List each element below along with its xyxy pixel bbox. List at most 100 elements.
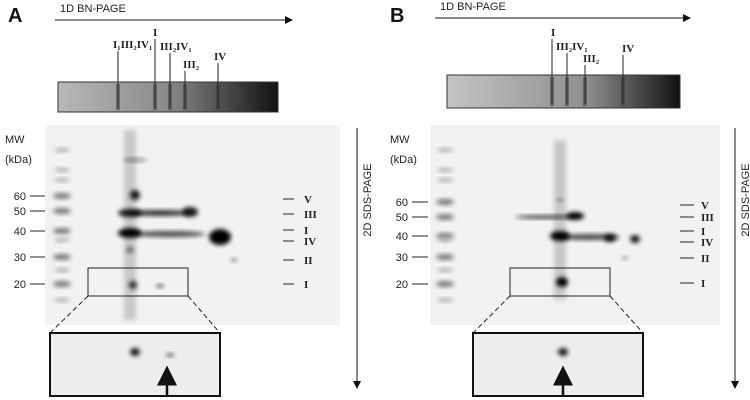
zoom-spot: [558, 348, 568, 356]
sds-label: 2D SDS-PAGE: [362, 163, 374, 236]
band: [583, 77, 587, 106]
ladder-band: [53, 254, 71, 260]
band-label: I₁III₂IV₁: [113, 39, 152, 51]
gel-spot: [630, 235, 640, 243]
gel-spot: [556, 277, 568, 287]
ladder-band: [53, 208, 71, 214]
complex-label: I: [701, 226, 705, 238]
gel-spot: [604, 234, 616, 242]
band: [153, 84, 157, 110]
ladder-band: [54, 298, 70, 302]
ladder-band: [53, 281, 71, 287]
mw-label: MW: [390, 134, 410, 146]
ladder-band: [54, 178, 70, 182]
gel-spot: [209, 229, 231, 245]
bn-label: 1D BN-PAGE: [440, 1, 506, 13]
ladder-band: [53, 193, 71, 199]
band-label: III₂IV₁: [556, 41, 588, 53]
complex-label: III: [701, 212, 714, 224]
complex-label: I: [304, 279, 308, 291]
complex-label: IV: [701, 237, 713, 249]
band: [621, 77, 625, 106]
band-label: III₂: [183, 59, 200, 71]
zoom-box: [49, 332, 221, 397]
zoom-region: [87, 267, 189, 297]
complex-label: III: [304, 209, 317, 221]
gel-spot: [156, 284, 164, 288]
sds-label: 2D SDS-PAGE: [740, 163, 750, 236]
ladder-band: [437, 298, 453, 302]
zoom-guide: [49, 295, 89, 334]
ladder-band: [436, 214, 454, 220]
complex-label: V: [701, 200, 709, 212]
mw-marker: 20: [14, 279, 26, 291]
mw-marker: 30: [396, 252, 408, 264]
complex-label: II: [701, 253, 710, 265]
band-label: I: [551, 27, 555, 39]
complex-label: I: [701, 278, 705, 290]
ladder-band: [436, 254, 454, 260]
mw-marker: 50: [14, 206, 26, 218]
mw-marker: 40: [396, 231, 408, 243]
gel-smear: [124, 130, 136, 320]
gel-spot: [622, 256, 628, 260]
gel: [430, 125, 720, 325]
band: [216, 84, 220, 110]
ladder-band: [437, 148, 453, 152]
zoom-region: [509, 267, 611, 297]
mw-marker: 60: [396, 197, 408, 209]
band-label: IV: [214, 51, 226, 63]
zoom-guide: [187, 295, 221, 334]
panel-letter: A: [8, 5, 22, 27]
gel-spot: [118, 228, 142, 238]
band: [116, 84, 120, 110]
mw-unit: (kDa): [390, 154, 417, 166]
panel-letter: B: [390, 5, 404, 27]
ladder-band: [437, 168, 453, 172]
band: [550, 77, 554, 106]
mw-label: MW: [5, 134, 25, 146]
band: [168, 84, 172, 110]
ladder-band: [436, 199, 454, 205]
mw-marker: 60: [14, 191, 26, 203]
mw-marker: 50: [396, 212, 408, 224]
zoom-box: [472, 332, 644, 397]
zoom-spot: [166, 353, 174, 357]
mw-marker: 30: [14, 252, 26, 264]
ladder-band: [436, 281, 454, 287]
gel-spot: [557, 198, 563, 202]
gel-spot: [182, 207, 198, 217]
ladder-band: [54, 238, 70, 242]
complex-label: II: [304, 255, 313, 267]
gel-spot: [135, 231, 205, 237]
mw-unit: (kDa): [5, 154, 32, 166]
band: [183, 84, 187, 110]
ladder-band: [54, 168, 70, 172]
bn-label: 1D BN-PAGE: [60, 3, 126, 15]
gel-spot: [126, 247, 134, 253]
zoom-spot: [130, 348, 140, 356]
complex-label: I: [304, 225, 308, 237]
band-label: IV: [622, 43, 634, 55]
bn-strip: [446, 74, 681, 109]
gel-spot: [515, 215, 575, 219]
zoom-guide: [472, 295, 511, 334]
ladder-band: [437, 178, 453, 182]
band-label: I: [153, 27, 157, 39]
gel-spot: [123, 158, 147, 162]
gel-smear: [554, 140, 566, 300]
band-label: III₂: [583, 53, 600, 65]
gel-spot: [130, 210, 190, 216]
gel-spot: [129, 281, 137, 289]
gel-spot: [130, 190, 140, 200]
band-label: III₂IV₁: [160, 41, 192, 53]
ladder-band: [437, 238, 453, 242]
gel: [45, 125, 340, 325]
mw-marker: 40: [14, 226, 26, 238]
mw-marker: 20: [396, 279, 408, 291]
complex-label: V: [304, 194, 312, 206]
ladder-band: [436, 233, 454, 239]
zoom-guide: [609, 295, 644, 334]
ladder-band: [53, 228, 71, 234]
